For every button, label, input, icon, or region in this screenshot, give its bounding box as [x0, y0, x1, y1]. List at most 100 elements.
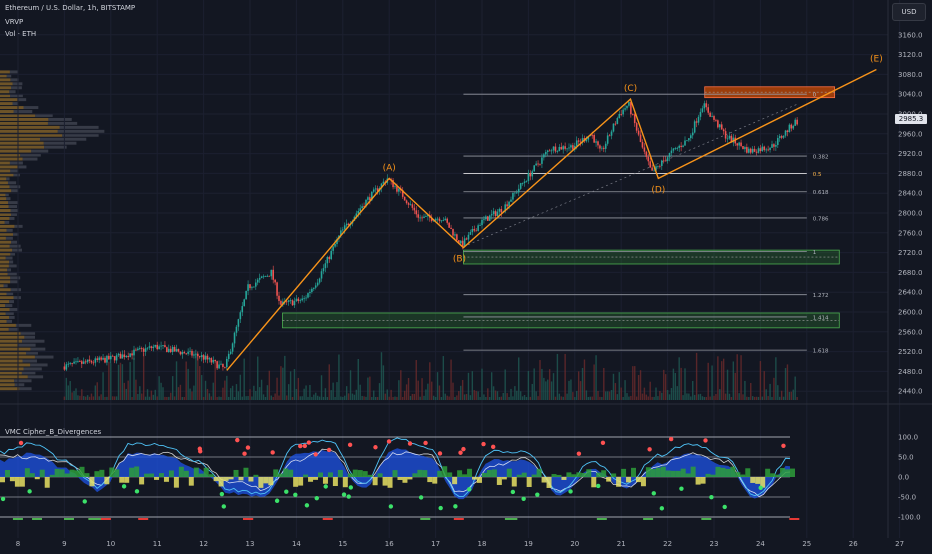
volume-bar	[332, 382, 334, 400]
volume-bar	[121, 364, 124, 400]
volume-bar	[461, 380, 464, 400]
volume-bar	[326, 396, 329, 400]
osc-dot	[314, 495, 319, 501]
volume-profile-row	[20, 331, 36, 335]
time-tick-label: 21	[617, 540, 626, 548]
candle-body	[146, 347, 149, 349]
volume-profile-row	[14, 224, 23, 228]
volume-bar	[765, 389, 767, 400]
volume-bar	[274, 393, 276, 400]
vrvp-label[interactable]: VRVP	[5, 18, 24, 26]
volume-bar	[512, 396, 514, 400]
candle-body	[73, 361, 75, 364]
volume-bar	[533, 368, 535, 400]
candle-body	[255, 282, 257, 287]
candle-body	[392, 180, 394, 188]
candle-body	[430, 217, 433, 222]
money-flow-bar	[407, 477, 413, 480]
volume-bar	[266, 385, 269, 400]
candle-body	[210, 358, 213, 363]
money-flow-bar	[124, 477, 130, 483]
oscillator-title[interactable]: VMC Cipher_B_Divergences	[5, 428, 102, 436]
candle-body	[693, 121, 696, 133]
money-flow-bar	[491, 469, 497, 477]
volume-profile-row	[31, 149, 49, 153]
volume-bar	[197, 355, 199, 400]
money-flow-bar	[576, 472, 582, 477]
volume-bar	[440, 396, 443, 400]
osc-dot	[348, 485, 354, 490]
money-flow-bar	[481, 472, 487, 477]
volume-bar	[413, 393, 416, 400]
fib-label: 0.618	[813, 190, 829, 196]
candle-body	[686, 140, 688, 142]
volume-bar	[357, 358, 359, 400]
volume-bar	[655, 387, 657, 400]
candle-body	[318, 278, 321, 283]
money-flow-bar	[258, 477, 264, 488]
money-flow-bar	[442, 466, 448, 477]
osc-dot	[284, 489, 289, 494]
volume-bar	[307, 396, 309, 400]
volume-bar	[421, 378, 423, 400]
candle-body	[543, 154, 545, 158]
volume-bar	[595, 355, 597, 400]
money-flow-bar	[640, 477, 646, 487]
money-flow-bar	[606, 477, 612, 482]
volume-bar	[649, 381, 651, 400]
candle-body	[311, 288, 313, 292]
candle-body	[699, 111, 702, 117]
volume-bar	[214, 361, 216, 400]
volume-bar	[376, 396, 379, 400]
price-tick-label: 2560.0	[898, 328, 923, 336]
volume-bar	[678, 357, 680, 400]
volume-bar	[75, 388, 77, 400]
volume-bar	[419, 396, 421, 400]
money-flow-bar	[447, 472, 453, 477]
volume-profile-row	[9, 161, 23, 165]
volume-profile-row	[0, 137, 41, 141]
volume-bar	[711, 365, 713, 400]
osc-dot	[461, 446, 466, 452]
volume-profile-row	[22, 157, 38, 161]
money-flow-bar	[119, 477, 125, 483]
candle-body	[425, 216, 427, 217]
candle-body	[129, 353, 131, 357]
candle-body	[452, 229, 454, 236]
candle-body	[407, 203, 410, 205]
volume-bar	[523, 395, 526, 400]
volume-bar	[187, 368, 189, 400]
volume-bar	[676, 386, 678, 400]
volume-profile-row	[0, 78, 11, 82]
volume-bar	[446, 395, 448, 400]
volume-bar	[680, 367, 682, 400]
candle-body	[655, 166, 657, 171]
candle-body	[759, 148, 762, 152]
candle-body	[575, 140, 578, 146]
volume-profile-row	[9, 216, 15, 220]
money-flow-bar	[54, 468, 60, 477]
currency-button[interactable]: USD	[892, 3, 926, 21]
volume-bar	[664, 374, 667, 400]
osc-dot	[198, 449, 203, 454]
volume-bar	[434, 396, 437, 400]
candle-body	[135, 349, 137, 351]
time-tick-label: 19	[524, 540, 533, 548]
candle-body	[237, 319, 240, 327]
candle-body	[274, 279, 276, 283]
volume-bar	[171, 376, 174, 400]
volume-profile-row	[57, 129, 105, 133]
volume-label[interactable]: Vol · ETH	[5, 30, 37, 38]
candle-body	[197, 353, 199, 357]
volume-bar	[744, 380, 746, 400]
volume-bar	[431, 381, 433, 400]
volume-bar	[471, 371, 474, 400]
volume-bar	[262, 394, 265, 400]
money-flow-bar	[650, 469, 656, 477]
candle-body	[299, 300, 302, 302]
money-flow-bar	[422, 470, 428, 477]
volume-bar	[709, 396, 711, 400]
candle-body	[432, 220, 435, 222]
volume-bar	[552, 373, 555, 400]
